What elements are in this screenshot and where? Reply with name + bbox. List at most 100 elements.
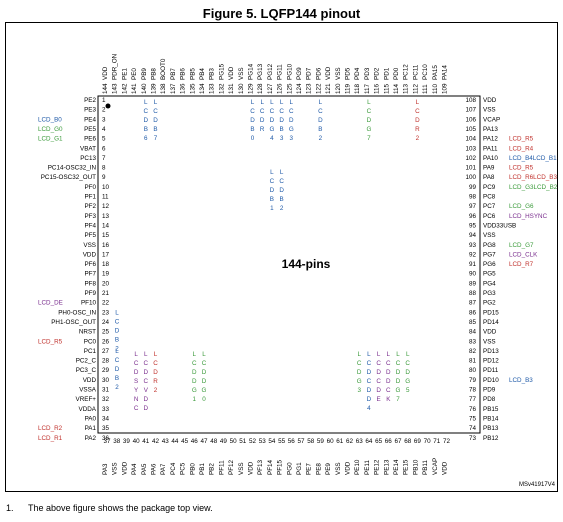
top-pin-number: 110 bbox=[432, 83, 439, 94]
right-pin-number: 87 bbox=[469, 300, 477, 307]
left-pin-name: PA1 bbox=[85, 425, 97, 432]
top-pin-number: 125 bbox=[286, 83, 293, 94]
left-pin-number: 22 bbox=[102, 300, 110, 307]
right-pin-number: 108 bbox=[465, 97, 476, 104]
right-pin-name: PA8 bbox=[483, 174, 495, 181]
left-pin-name: PF5 bbox=[84, 232, 96, 239]
right-pin-number: 88 bbox=[469, 290, 477, 297]
right-pin-number: 84 bbox=[469, 329, 477, 336]
left-pin-number: 30 bbox=[102, 377, 110, 384]
bottom-pin-name: PF11 bbox=[218, 460, 225, 475]
bottom-pin-name: PA6 bbox=[151, 463, 158, 475]
top-pin-number: 116 bbox=[374, 83, 381, 94]
left-pin-number: 18 bbox=[102, 261, 110, 268]
left-pin-number: 34 bbox=[102, 415, 110, 422]
right-pin-name: PD8 bbox=[483, 396, 496, 403]
right-pin-lcd: LCD_G6 bbox=[509, 203, 534, 210]
bottom-pin-number: 61 bbox=[336, 438, 344, 445]
bottom-pin-name: PB1 bbox=[199, 463, 206, 475]
left-pin-number: 6 bbox=[102, 145, 106, 152]
right-pin-number: 90 bbox=[469, 271, 477, 278]
bottom-pin-name: VSS bbox=[335, 462, 342, 475]
left-pin-lcd: LCD_G1 bbox=[38, 136, 63, 143]
left-pin-name: NRST bbox=[79, 329, 96, 336]
reference-code: MSv41917V4 bbox=[519, 482, 556, 488]
bottom-pin-number: 55 bbox=[278, 438, 286, 445]
right-pin-number: 82 bbox=[469, 348, 477, 355]
top-pin-number: 133 bbox=[209, 83, 216, 94]
pin1-marker bbox=[105, 103, 111, 109]
right-pin-number: 103 bbox=[465, 145, 476, 152]
top-pin-name: PG10 bbox=[286, 63, 293, 80]
chip-body bbox=[97, 95, 481, 434]
left-pin-number: 5 bbox=[102, 136, 106, 143]
right-pin-name: PD11 bbox=[483, 367, 499, 374]
right-pin-name: PB15 bbox=[483, 406, 499, 413]
right-pin-lcd: LCD_R4 bbox=[509, 145, 534, 152]
top-pin-name: PG12 bbox=[267, 63, 274, 80]
left-pin-number: 12 bbox=[102, 203, 110, 210]
left-pin-name: PF2 bbox=[84, 203, 96, 210]
left-pin-number: 23 bbox=[102, 309, 110, 316]
top-pin-name: PG15 bbox=[218, 63, 225, 80]
top-pin-number: 113 bbox=[403, 83, 410, 94]
bottom-pin-name: PF15 bbox=[277, 459, 284, 475]
right-pin-number: 75 bbox=[469, 415, 477, 422]
left-pin-name: PC13 bbox=[80, 155, 96, 162]
right-pin-name: PG6 bbox=[483, 261, 496, 268]
right-pin-name: PC8 bbox=[483, 194, 496, 201]
top-pin-number: 122 bbox=[315, 83, 322, 94]
top-pin-number: 112 bbox=[412, 83, 419, 94]
right-pin-name: VSS bbox=[483, 338, 496, 345]
left-pin-name: PE5 bbox=[84, 126, 96, 133]
bottom-pin-name: PB0 bbox=[189, 463, 196, 475]
left-pin-name: PF6 bbox=[84, 261, 96, 268]
bottom-pin-name: VSS bbox=[112, 462, 119, 475]
right-pin-number: 91 bbox=[469, 261, 477, 268]
top-pin-number: 131 bbox=[228, 83, 235, 94]
right-pin-lcd: LCD_R7 bbox=[509, 261, 534, 268]
top-pin-name: PC10 bbox=[422, 64, 429, 80]
right-pin-lcd: LCD_CLK bbox=[509, 251, 538, 258]
left-pin-number: 9 bbox=[102, 174, 106, 181]
bottom-pin-number: 71 bbox=[433, 438, 441, 445]
bottom-pin-number: 64 bbox=[365, 438, 373, 445]
bottom-pin-name: PA4 bbox=[131, 463, 138, 475]
bottom-pin-number: 63 bbox=[356, 438, 364, 445]
left-pin-number: 31 bbox=[102, 387, 110, 394]
right-pin-name: PG8 bbox=[483, 242, 496, 249]
top-pin-number: 118 bbox=[354, 83, 361, 94]
right-pin-number: 76 bbox=[469, 406, 477, 413]
left-pin-name: PE3 bbox=[84, 107, 96, 114]
bottom-pin-name: PE8 bbox=[315, 463, 322, 475]
left-pin-number: 16 bbox=[102, 242, 110, 249]
right-pin-name: VSS bbox=[483, 107, 496, 114]
top-pin-number: 114 bbox=[393, 83, 400, 94]
top-pin-name: PD7 bbox=[306, 67, 313, 80]
top-pin-name: PD0 bbox=[393, 67, 400, 80]
top-pin-number: 130 bbox=[238, 83, 245, 94]
right-pin-name: PG2 bbox=[483, 300, 496, 307]
right-pin-name: PG7 bbox=[483, 251, 496, 258]
bottom-pin-number: 70 bbox=[424, 438, 432, 445]
right-pin-lcd: LCD_R5 bbox=[509, 165, 534, 172]
left-pin-number: 36 bbox=[102, 435, 110, 442]
right-pin-number: 96 bbox=[469, 213, 477, 220]
top-pin-name: PB7 bbox=[170, 68, 177, 80]
bottom-pin-name: VSS bbox=[238, 462, 245, 475]
bottom-pin-number: 66 bbox=[385, 438, 393, 445]
left-pin-number: 4 bbox=[102, 126, 106, 133]
right-pin-name: PG5 bbox=[483, 271, 496, 278]
left-pin-lcd: LCD_DE bbox=[38, 300, 63, 307]
left-pin-number: 15 bbox=[102, 232, 110, 239]
top-pin-number: 124 bbox=[296, 83, 303, 94]
figure-frame bbox=[5, 22, 558, 492]
right-pin-lcd: LCD_HSYNC bbox=[509, 213, 548, 220]
